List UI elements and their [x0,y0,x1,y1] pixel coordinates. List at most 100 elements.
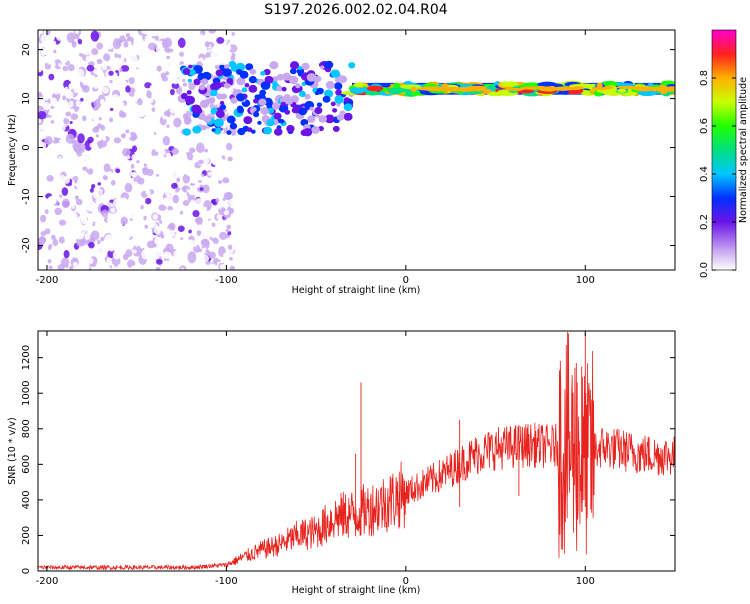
signal-cell [220,93,228,100]
noise-cell [101,64,108,71]
noise-cell [157,60,163,67]
noise-cell [93,81,99,90]
signal-cell [318,115,327,123]
spectrogram-y-label: Frequency (Hz) [7,114,18,186]
signal-cell [214,118,224,128]
noise-cell [227,244,233,250]
noise-cell [215,197,220,203]
noise-cell [151,89,156,95]
noise-cell [75,198,83,206]
signal-cell [243,116,253,125]
noise-cell [102,86,110,94]
signal-cell [260,81,271,90]
noise-cell [89,142,94,148]
signal-cell [279,119,285,124]
noise-cell [165,243,174,254]
signal-cell [324,89,334,98]
signal-cell [210,89,218,97]
noise-cell [208,247,213,252]
noise-cell [99,98,105,105]
noise-cell [95,188,104,199]
colorbar-tick-label: 0.6 [699,118,710,134]
noise-cell [103,163,111,173]
noise-cell [59,54,69,64]
noise-cell [124,206,128,209]
noise-cell [63,175,71,184]
noise-cell [74,30,80,34]
noise-cell [167,205,173,212]
noise-cell [108,224,115,232]
noise-cell [159,194,163,200]
signal-cell [219,104,227,110]
noise-cell [116,198,122,203]
noise-cell [45,46,49,51]
noise-cell [62,126,66,131]
noise-cell [44,216,52,222]
noise-cell [102,105,110,112]
x-tick-label: -100 [215,576,238,587]
noise-cell [101,209,109,218]
noise-cell [182,200,190,207]
noise-cell [98,256,102,262]
noise-cell [201,110,205,114]
noise-cell [217,180,223,184]
noise-cell [149,71,159,84]
signal-cell [199,99,210,109]
signal-cell [319,65,325,70]
noise-cell [125,249,133,258]
signal-cell [248,84,258,93]
noise-cell [132,181,139,188]
signal-cell [291,107,299,114]
noise-cell [134,242,139,248]
snr-frame [37,330,676,572]
noise-cell [144,224,149,229]
noise-cell [100,30,109,39]
noise-cell [66,90,74,100]
noise-cell [49,34,55,41]
noise-cell [112,72,118,78]
noise-cell [168,222,176,231]
noise-cell [121,147,131,157]
noise-cell [39,235,46,245]
noise-cell [154,144,163,153]
noise-cell [74,62,80,68]
y-tick-label: 20 [21,43,32,56]
signal-cell [197,72,206,81]
noise-cell [81,248,86,252]
noise-cell [106,266,112,270]
noise-cell [219,138,229,146]
spectrogram-frame [37,29,676,271]
noise-cell [129,192,135,199]
noise-cell [200,44,205,48]
noise-cell [144,151,150,158]
signal-cell [236,93,246,102]
noise-cell [96,175,103,181]
noise-cell [130,163,135,169]
noise-cell [130,265,139,270]
noise-cell [50,105,54,110]
noise-cell [115,111,120,115]
noise-cell [84,156,88,162]
noise-cell [209,190,213,195]
noise-cell [66,32,75,43]
noise-cell [165,152,172,159]
noise-cell [142,63,150,70]
noise-cell [175,260,182,267]
tone-cell [617,88,627,93]
noise-cell [197,159,204,165]
signal-cell [343,112,353,121]
noise-cell [189,219,197,229]
noise-cell [154,127,160,134]
noise-cell [141,95,146,101]
signal-cell [274,128,283,136]
noise-cell [177,225,185,232]
noise-cell [138,210,143,215]
noise-cell [132,244,142,257]
noise-cell [190,133,196,138]
noise-cell [166,170,171,175]
noise-cell [217,200,226,210]
signal-cell [269,61,279,70]
noise-cell [112,38,121,50]
noise-cell [206,57,211,62]
noise-cell [123,116,130,124]
